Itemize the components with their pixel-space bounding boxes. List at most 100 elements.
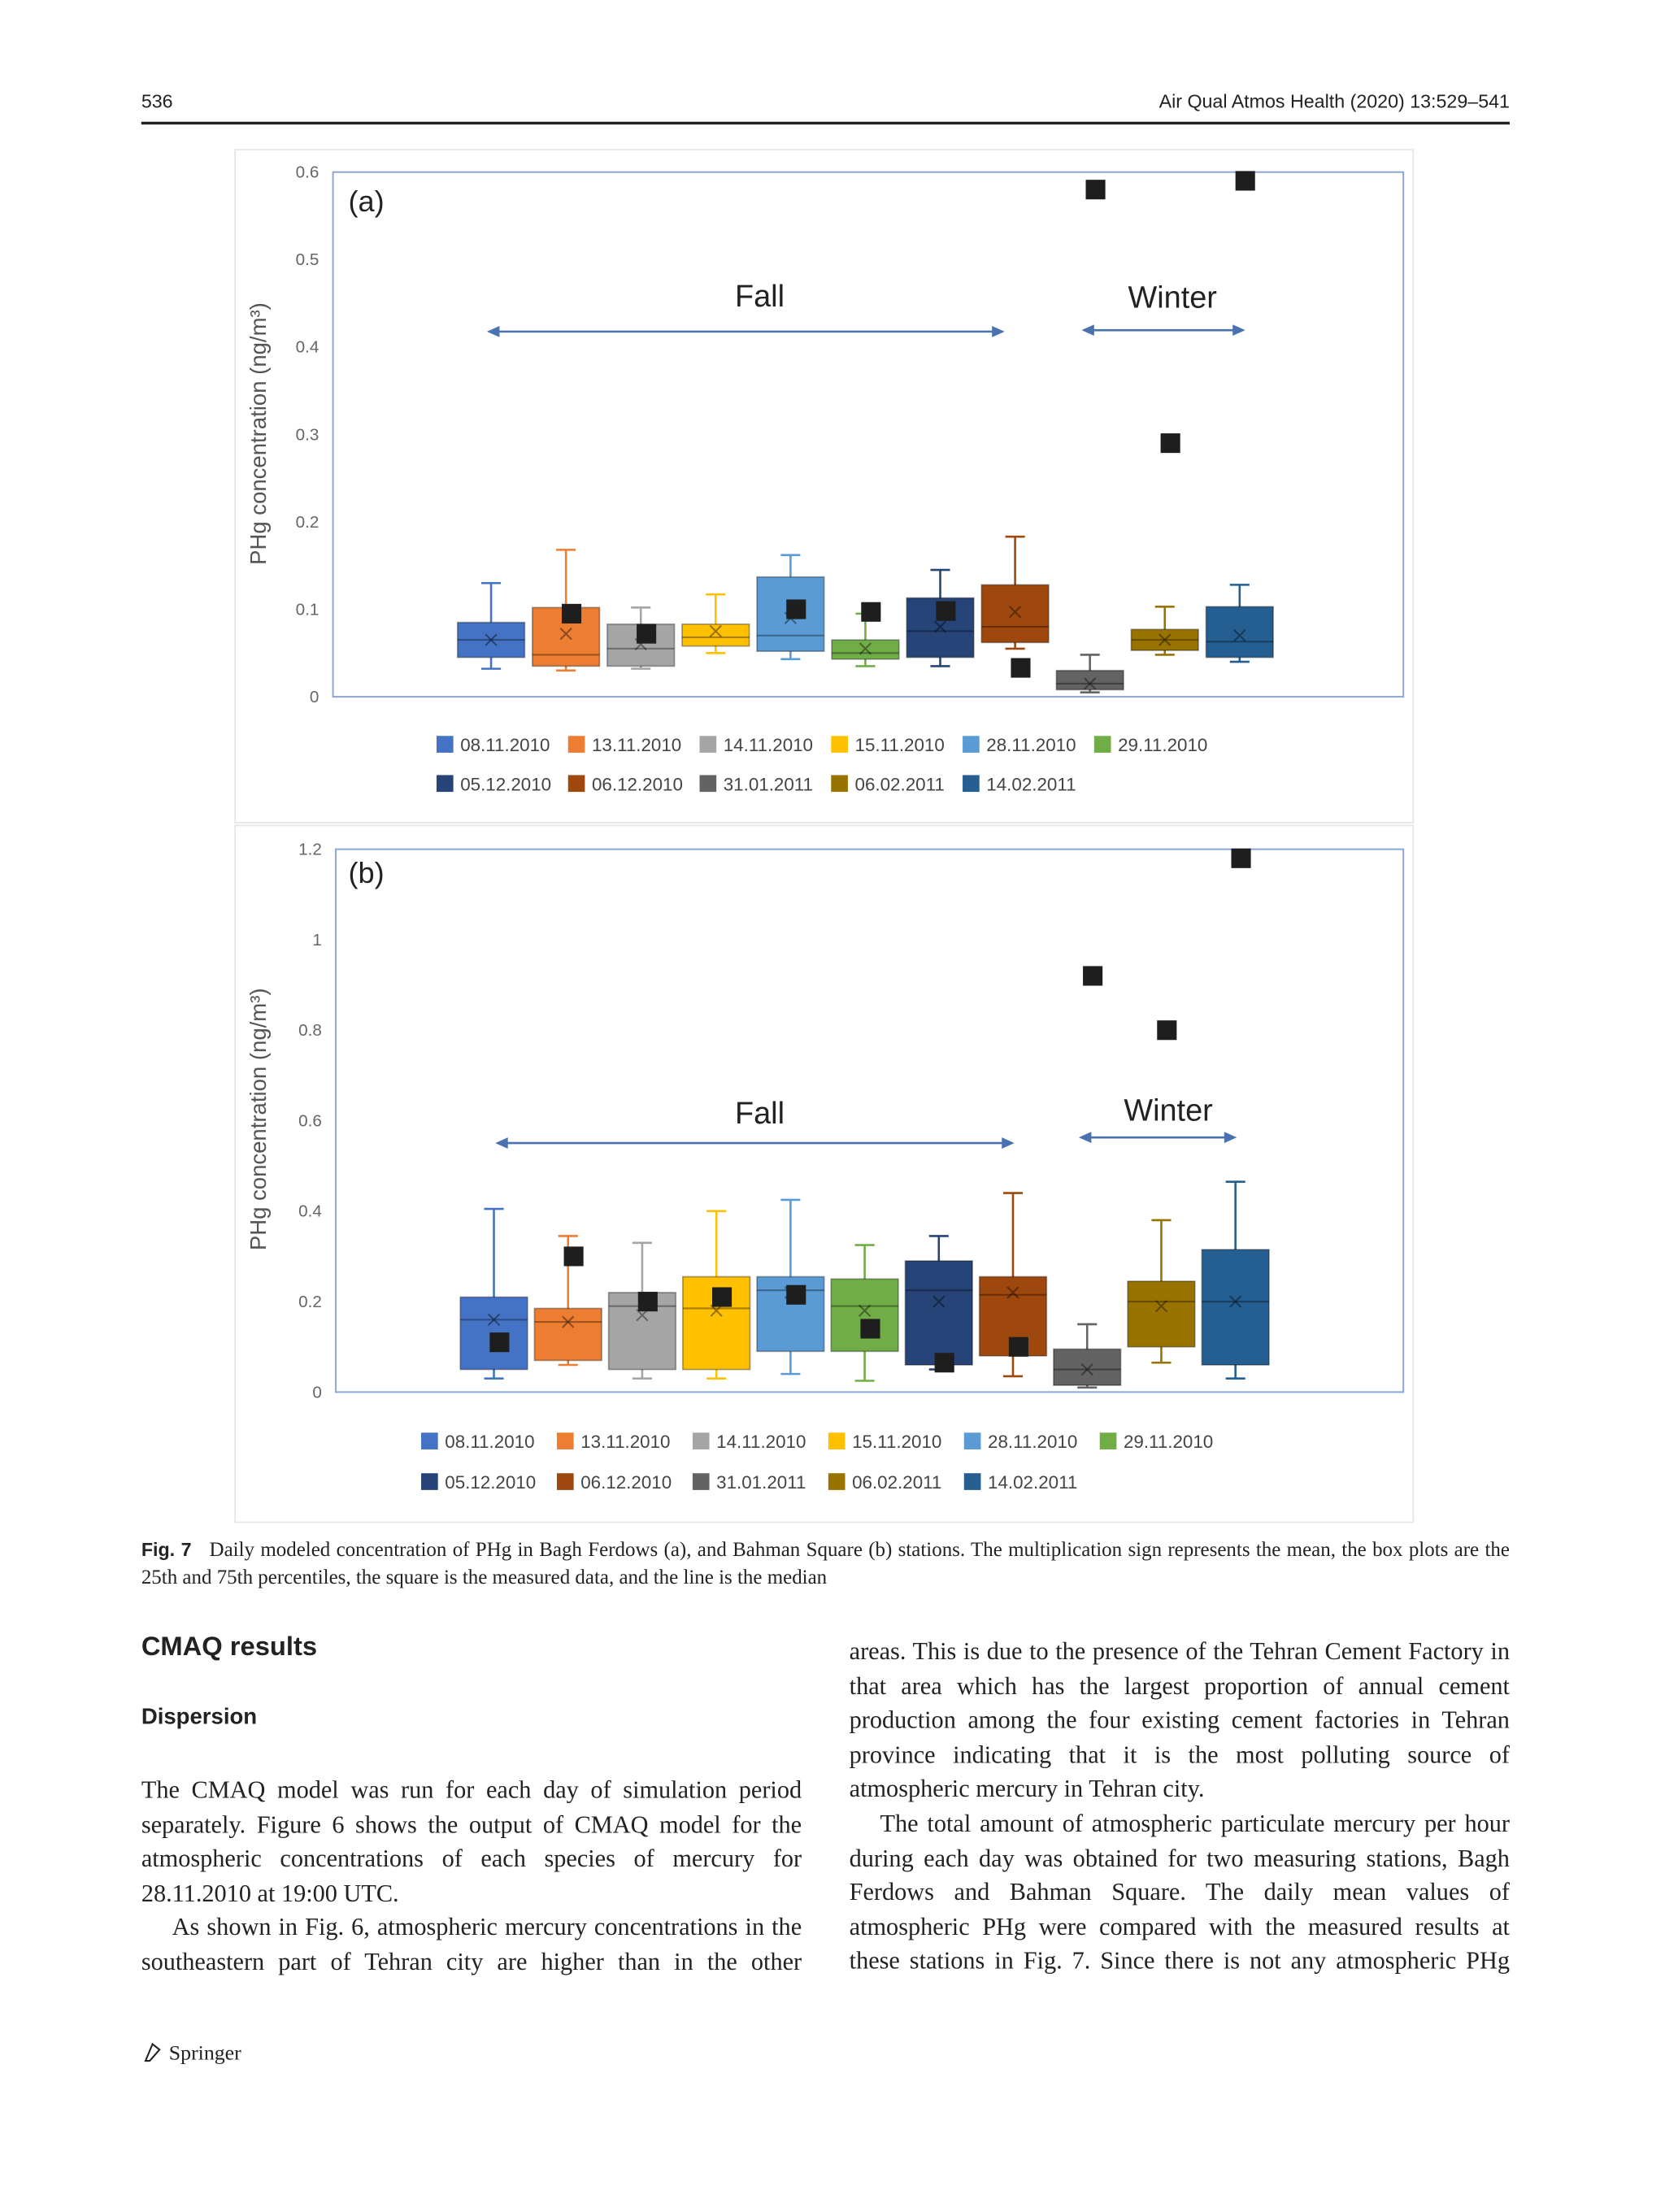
legend-label: 29.11.2010 — [1124, 1432, 1213, 1452]
subsection-heading: Dispersion — [141, 1705, 258, 1730]
legend-label: 14.02.2011 — [986, 774, 1076, 794]
measured-point — [1085, 180, 1106, 200]
panel-label: (a) — [349, 185, 385, 218]
plot-frame — [332, 171, 1405, 698]
mean-marker — [1154, 1300, 1168, 1313]
mean-marker — [1159, 633, 1172, 646]
measured-point — [1235, 171, 1255, 191]
measured-point — [934, 1353, 954, 1373]
paragraph: The CMAQ model was run for each day of s… — [141, 1775, 802, 1907]
legend-swatch — [436, 775, 454, 793]
mean-marker — [487, 1313, 501, 1326]
measured-point — [711, 1287, 733, 1307]
legend-swatch — [699, 736, 717, 753]
legend-label: 15.11.2010 — [855, 735, 945, 755]
legend-swatch — [692, 1473, 710, 1490]
legend-label: 14.11.2010 — [724, 735, 813, 755]
y-tick-label: 0.3 — [296, 425, 320, 444]
figure: 0 0.1 0.2 0.3 0.4 0.5 0.6 PHg concentration (ng… — [234, 149, 1415, 1523]
box — [1127, 1280, 1196, 1348]
legend-swatch — [692, 1432, 710, 1449]
y-tick-label: 0 — [312, 1383, 321, 1402]
paragraph: As shown in Fig. 6, atmospheric mercury … — [141, 1913, 802, 1976]
season-label: Winter — [1128, 281, 1217, 315]
y-tick-label: 0.4 — [298, 1202, 322, 1221]
mean-marker — [1084, 677, 1097, 690]
y-tick-label: 0.6 — [296, 163, 320, 182]
plot-frame — [335, 848, 1405, 1393]
legend-swatch — [963, 1432, 981, 1449]
y-tick-label: 0.5 — [296, 250, 320, 269]
mean-marker — [562, 1315, 575, 1328]
mean-marker — [710, 1304, 723, 1317]
box — [1055, 669, 1124, 691]
caption-text: Daily modeled concentration of PHg in Ba… — [141, 1539, 1510, 1590]
measured-point — [563, 1246, 584, 1267]
legend-label: 06.12.2010 — [592, 774, 683, 794]
box — [1053, 1348, 1122, 1386]
legend-label: 06.12.2010 — [580, 1472, 672, 1493]
mean-marker — [1233, 629, 1246, 642]
box — [533, 1307, 602, 1362]
mean-marker — [709, 624, 722, 638]
measured-point — [1157, 1020, 1177, 1041]
panel-b — [234, 824, 1415, 1523]
measured-point — [1008, 1336, 1028, 1357]
header-rule — [141, 121, 1510, 125]
box — [904, 1260, 973, 1366]
measured-point — [1083, 966, 1103, 986]
publisher: Springer — [168, 2042, 241, 2066]
y-tick-label: 0.1 — [296, 600, 320, 619]
measured-point — [637, 624, 657, 644]
y-tick-label: 0.8 — [298, 1021, 322, 1040]
page-number: 536 — [141, 90, 173, 112]
y-tick-label: 0.6 — [298, 1111, 322, 1130]
box — [1201, 1249, 1270, 1366]
y-tick-label: 1 — [312, 931, 321, 950]
legend-swatch — [963, 736, 980, 753]
legend-label: 05.12.2010 — [445, 1472, 536, 1493]
box — [830, 1278, 899, 1353]
legend-swatch — [963, 775, 980, 793]
measured-point — [860, 1319, 880, 1339]
legend-swatch — [556, 1432, 574, 1449]
legend-label: 06.02.2011 — [852, 1472, 941, 1493]
y-tick-label: 0.2 — [296, 513, 320, 532]
measured-point — [786, 599, 806, 619]
legend-label: 28.11.2010 — [986, 735, 1076, 755]
y-tick-label: 0 — [310, 688, 319, 706]
legend-swatch — [1099, 1432, 1117, 1449]
legend-label: 28.11.2010 — [988, 1432, 1077, 1452]
legend-label: 13.11.2010 — [580, 1432, 670, 1452]
box — [980, 584, 1050, 644]
journal-ref: Air Qual Atmos Health (2020) 13:529–541 — [1159, 90, 1510, 112]
y-axis-label: PHg concentration (ng/m³) — [246, 302, 271, 565]
section-heading: CMAQ results — [141, 1632, 318, 1662]
footer: Springer — [141, 2041, 241, 2066]
season-label: Fall — [735, 280, 785, 314]
legend-swatch — [436, 736, 454, 753]
legend-swatch — [1093, 736, 1111, 753]
mean-marker — [559, 628, 572, 641]
measured-point — [1231, 848, 1251, 868]
legend-swatch — [963, 1473, 981, 1490]
legend-swatch — [556, 1473, 574, 1490]
legend-swatch — [567, 775, 585, 793]
figure-caption: Fig. 7 Daily modeled concentration of PH… — [141, 1536, 1510, 1593]
measured-point — [561, 603, 582, 624]
legend-swatch — [831, 736, 848, 753]
box — [681, 623, 750, 647]
right-column: areas. This is due to the presence of th… — [850, 1634, 1510, 1978]
mean-marker — [858, 1304, 872, 1317]
legend-label: 31.01.2011 — [716, 1472, 806, 1493]
mean-marker — [485, 633, 498, 646]
measured-point — [786, 1284, 806, 1305]
legend-label: 13.11.2010 — [592, 735, 681, 755]
mean-marker — [1008, 606, 1022, 619]
paragraph: The total amount of atmospheric particul… — [849, 1809, 1510, 1975]
measured-point — [936, 601, 956, 621]
y-tick-label: 0.4 — [296, 338, 320, 357]
legend-label: 14.11.2010 — [716, 1432, 806, 1452]
